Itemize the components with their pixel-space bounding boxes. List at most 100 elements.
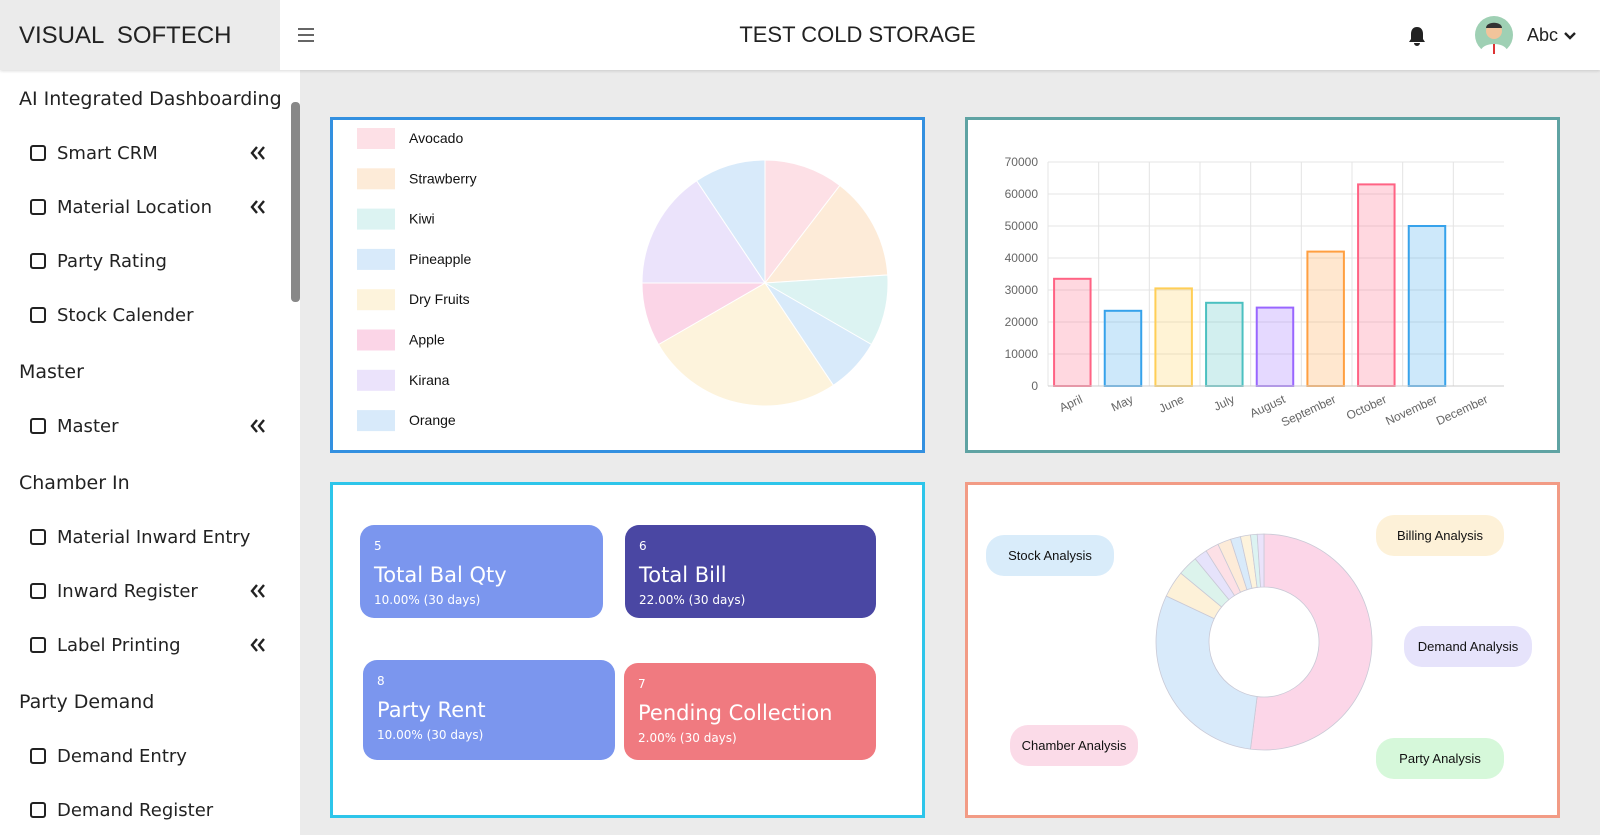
menu-item[interactable]: Demand Entry <box>57 746 187 767</box>
sidebar: AI Integrated Dashboarding Smart CRM Mater… <box>0 70 300 835</box>
icon-shape <box>30 418 46 434</box>
brand: VISUAL SOFTECH <box>0 0 280 70</box>
kpi-number: 8 <box>377 674 385 688</box>
pie-slice <box>641 180 766 284</box>
y-tick-label: 20000 <box>1005 315 1039 329</box>
menu-item[interactable]: Material Inward Entry <box>57 527 251 548</box>
menu-icon <box>30 199 46 215</box>
menu-item[interactable]: Demand Register <box>57 800 214 821</box>
legend-swatch <box>357 128 395 149</box>
kpi-card[interactable]: 5 Total Bal Qty 10.00% (30 days) <box>360 525 603 618</box>
kpi-card[interactable]: 8 Party Rent 10.00% (30 days) <box>363 660 615 760</box>
bar-chart: 0 10000 20000 30000 40000 50000 60000 70000 Apri… <box>1005 155 1504 430</box>
menu-icon <box>30 748 46 764</box>
donut-chart <box>1155 533 1373 751</box>
chevrons <box>250 419 265 433</box>
icon-shape <box>30 253 46 269</box>
menu-item[interactable]: Inward Register <box>57 581 198 602</box>
legend-swatch <box>357 289 395 311</box>
y-tick-label: 40000 <box>1005 251 1039 265</box>
analysis-button[interactable]: Billing Analysis <box>1376 515 1504 556</box>
y-tick-label: 10000 <box>1005 347 1039 361</box>
header: VISUAL SOFTECH TEST COLD STORAGE Abc <box>0 0 1600 70</box>
legend-label: Kirana <box>409 372 450 388</box>
bar <box>1357 183 1396 388</box>
y-tick-label: 70000 <box>1005 155 1039 169</box>
icon-shape <box>30 583 46 599</box>
chevrons <box>250 200 265 214</box>
y-tick-label: 0 <box>1031 379 1038 393</box>
menu-item[interactable]: Party Rating <box>57 251 167 272</box>
y-tick-label: 50000 <box>1005 219 1039 233</box>
pie-slice <box>764 159 841 285</box>
expand-icon[interactable] <box>250 584 266 598</box>
pie-slice <box>657 282 835 407</box>
legend-label: Avocado <box>409 130 463 146</box>
analysis-button[interactable]: Stock Analysis <box>986 535 1114 576</box>
page-title: TEST COLD STORAGE <box>739 22 976 47</box>
kpi-title: Pending Collection <box>638 701 833 725</box>
kpi-subtitle: 10.00% (30 days) <box>374 593 481 607</box>
kpi-number: 6 <box>639 539 647 553</box>
menu-item[interactable]: Master <box>57 416 119 437</box>
legend-swatch <box>357 248 395 270</box>
user-dropdown[interactable] <box>1564 31 1576 41</box>
donut-segment <box>1250 533 1373 751</box>
pie-chart: Avocado Strawberry Kiwi Pineapple Dry Fruits… <box>357 128 889 432</box>
expand-icon[interactable] <box>250 146 266 160</box>
scrollbar[interactable] <box>291 102 300 302</box>
analysis-button[interactable]: Party Analysis <box>1376 738 1504 779</box>
pie-slice <box>763 184 889 284</box>
bar-panel: 0 10000 20000 30000 40000 50000 60000 70000 Apri… <box>965 117 1560 453</box>
icon-shape <box>30 145 46 161</box>
avatar[interactable] <box>1475 16 1513 54</box>
icon-shape <box>30 529 46 545</box>
user-name[interactable]: Abc <box>1527 25 1559 45</box>
legend-swatch <box>357 208 395 230</box>
legend-label: Dry Fruits <box>409 291 470 307</box>
kpi-subtitle: 2.00% (30 days) <box>638 731 737 745</box>
expand-icon[interactable] <box>250 638 266 652</box>
kpi-card[interactable]: 7 Pending Collection 2.00% (30 days) <box>624 663 876 760</box>
donut-segment <box>1256 533 1265 588</box>
kpi-number: 5 <box>374 539 382 553</box>
legend-swatch <box>357 369 395 391</box>
legend-label: Pineapple <box>409 251 471 267</box>
menu-icon <box>30 637 46 653</box>
legend-swatch <box>357 329 395 351</box>
expand-icon[interactable] <box>250 419 266 433</box>
legend-label: Orange <box>409 412 456 428</box>
chevrons <box>250 146 265 160</box>
kpi-subtitle: 22.00% (30 days) <box>639 593 746 607</box>
y-tick-label: 30000 <box>1005 283 1039 297</box>
icon-shape <box>30 637 46 653</box>
pie-panel: Avocado Strawberry Kiwi Pineapple Dry Fruits… <box>330 117 925 453</box>
section-title: AI Integrated Dashboarding <box>19 88 282 110</box>
kpi-card[interactable]: 6 Total Bill 22.00% (30 days) <box>625 525 876 618</box>
icon-shape <box>30 802 46 818</box>
legend-label: Kiwi <box>409 211 435 227</box>
bar <box>1053 277 1092 387</box>
section-title: Master <box>19 361 84 383</box>
bar <box>1154 287 1193 387</box>
notification-bell[interactable] <box>1407 25 1427 47</box>
menu-item[interactable]: Smart CRM <box>57 143 158 164</box>
analysis-button[interactable]: Chamber Analysis <box>1010 725 1138 766</box>
bar <box>1255 306 1295 388</box>
x-tick-label: July <box>1211 392 1236 414</box>
legend-swatch <box>357 168 395 190</box>
analysis-button[interactable]: Demand Analysis <box>1404 626 1532 667</box>
chevrons <box>250 638 265 652</box>
expand-icon[interactable] <box>250 200 266 214</box>
menu-toggle[interactable] <box>297 27 315 43</box>
menu-item[interactable]: Stock Calender <box>57 305 194 326</box>
x-tick-label: May <box>1109 392 1135 414</box>
menu-item[interactable]: Material Location <box>57 197 212 218</box>
menu-icon <box>30 802 46 818</box>
donut-segment <box>1155 595 1258 750</box>
menu-icon <box>30 253 46 269</box>
menu-icon <box>30 418 46 434</box>
menu-item[interactable]: Label Printing <box>57 635 181 656</box>
kpi-title: Total Bill <box>639 563 727 587</box>
